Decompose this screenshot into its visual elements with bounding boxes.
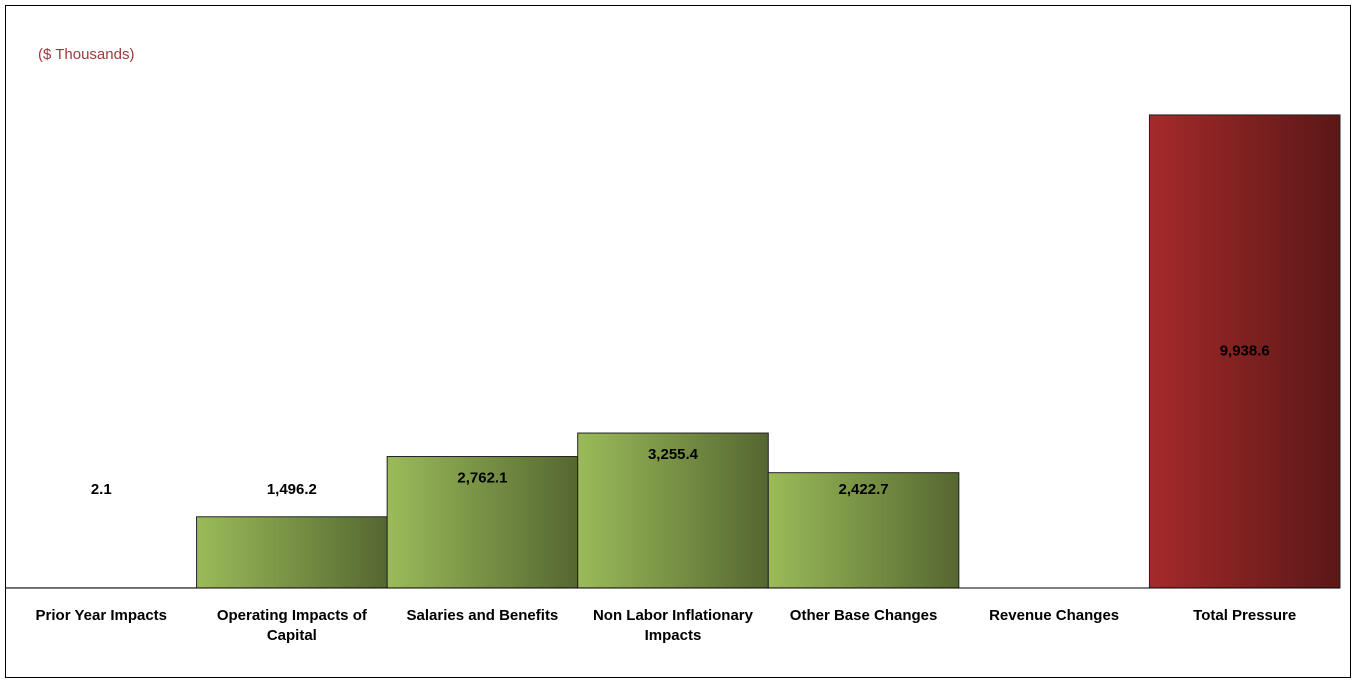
- x-tick-label: Non Labor Inflationary Impacts: [592, 607, 753, 644]
- bar: [1148, 114, 1341, 589]
- frame: [5, 5, 1351, 678]
- bar: [767, 472, 960, 589]
- value-label: 3,255.4: [648, 446, 699, 463]
- bar: [577, 432, 769, 589]
- value-label: 2,422.7: [839, 481, 889, 498]
- value-label: 9,938.6: [1220, 342, 1270, 359]
- value-label: 2,762.1: [457, 469, 507, 486]
- x-tick-label: Prior Year Impacts: [35, 607, 168, 624]
- bar: [196, 516, 388, 589]
- x-tick-label: Operating Impacts of Capital: [216, 607, 367, 644]
- x-tick-label: Total Pressure: [1193, 607, 1297, 624]
- x-tick-label: Revenue Changes: [989, 607, 1120, 624]
- subtitle: ($ Thousands): [38, 46, 134, 63]
- value-label: 1,496.2: [267, 481, 317, 498]
- x-tick-label: Other Base Changes: [789, 607, 938, 624]
- bar: [386, 456, 579, 589]
- value-label: 2.1: [91, 481, 112, 498]
- x-tick-label: Salaries and Benefits: [406, 607, 559, 624]
